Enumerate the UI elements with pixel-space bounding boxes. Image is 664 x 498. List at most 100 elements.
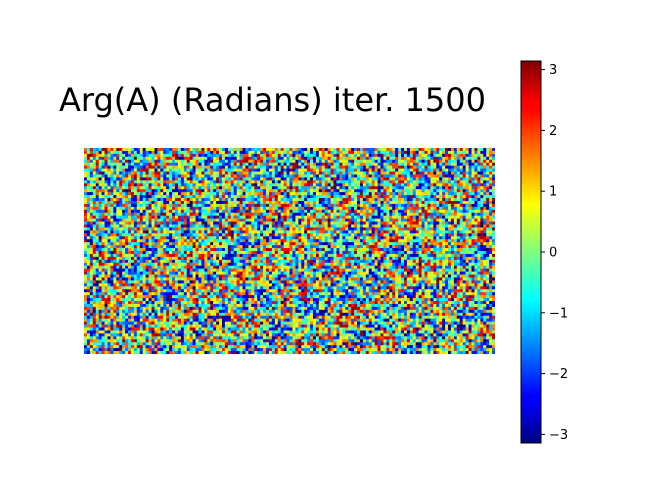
heatmap-cell	[383, 233, 387, 237]
heatmap-cell	[257, 171, 261, 175]
heatmap-cell	[489, 221, 493, 225]
heatmap-cell	[274, 251, 279, 255]
heatmap-cell	[198, 162, 202, 167]
heatmap-cell	[456, 230, 461, 234]
heatmap-cell	[321, 150, 326, 155]
heatmap-cell	[433, 227, 437, 231]
heatmap-cell	[195, 218, 199, 222]
heatmap-cell	[210, 218, 214, 222]
heatmap-cell	[312, 230, 317, 234]
heatmap-cell	[283, 251, 287, 255]
heatmap-cell	[371, 153, 375, 158]
heatmap-cell	[204, 227, 208, 231]
heatmap-cell	[310, 165, 314, 169]
heatmap-cell	[210, 215, 214, 219]
heatmap-cell	[324, 192, 329, 196]
heatmap-cell	[365, 206, 370, 211]
heatmap-cell	[180, 186, 185, 190]
heatmap-cell	[186, 218, 191, 222]
heatmap-cell	[254, 209, 258, 214]
heatmap-cell	[113, 251, 117, 255]
heatmap-cell	[298, 242, 302, 246]
heatmap-cell	[336, 171, 340, 175]
heatmap-cell	[233, 195, 238, 199]
heatmap-cell	[448, 177, 452, 181]
heatmap-cell	[395, 153, 399, 158]
heatmap-cell	[180, 248, 185, 252]
heatmap-cell	[286, 156, 290, 161]
heatmap-cell	[136, 198, 141, 202]
heatmap-cell	[242, 215, 246, 219]
heatmap-cell	[239, 221, 243, 225]
heatmap-cell	[459, 230, 464, 234]
heatmap-cell	[104, 148, 108, 152]
heatmap-cell	[371, 156, 375, 161]
heatmap-cell	[295, 206, 299, 211]
heatmap-cell	[248, 209, 252, 214]
heatmap-cell	[348, 192, 352, 196]
heatmap-cell	[398, 198, 402, 202]
heatmap-cell	[101, 209, 105, 214]
heatmap-cell	[371, 198, 375, 202]
heatmap-cell	[339, 212, 343, 217]
heatmap-cell	[177, 218, 182, 222]
heatmap-cell	[98, 209, 102, 214]
heatmap-cell	[277, 159, 282, 164]
heatmap-cell	[298, 171, 302, 175]
heatmap-cell	[336, 218, 340, 222]
heatmap-cell	[107, 168, 111, 172]
heatmap-cell	[377, 148, 381, 152]
heatmap-cell	[339, 165, 343, 169]
heatmap-cell	[442, 230, 446, 234]
heatmap-cell	[216, 212, 220, 217]
heatmap-cell	[277, 177, 282, 181]
heatmap-cell	[412, 218, 417, 222]
heatmap-cell	[289, 221, 293, 225]
heatmap-cell	[283, 245, 287, 249]
heatmap-cell	[263, 198, 267, 202]
heatmap-cell	[357, 174, 361, 178]
heatmap-cell	[216, 221, 220, 225]
heatmap-cell	[151, 198, 155, 202]
heatmap-cell	[268, 183, 273, 187]
heatmap-cell	[398, 174, 402, 178]
heatmap-cell	[204, 233, 208, 237]
heatmap-cell	[324, 233, 329, 237]
heatmap-cell	[418, 200, 422, 205]
heatmap-cell	[166, 230, 170, 234]
heatmap-cell	[148, 212, 152, 217]
heatmap-cell	[254, 159, 258, 164]
heatmap-cell	[263, 233, 267, 237]
heatmap-cell	[474, 159, 478, 164]
heatmap-cell	[450, 150, 455, 155]
heatmap-cell	[113, 174, 117, 178]
heatmap-cell	[398, 215, 402, 219]
heatmap-cell	[227, 192, 232, 196]
heatmap-cell	[459, 218, 464, 222]
heatmap-cell	[477, 227, 481, 231]
heatmap-cell	[195, 159, 199, 164]
heatmap-cell	[357, 162, 361, 167]
heatmap-cell	[374, 192, 378, 196]
heatmap-cell	[327, 189, 331, 193]
heatmap-cell	[330, 215, 334, 219]
heatmap-cell	[219, 203, 223, 208]
heatmap-cell	[483, 162, 487, 167]
heatmap-cell	[403, 177, 408, 181]
heatmap-cell	[239, 159, 243, 164]
heatmap-cell	[442, 215, 446, 219]
heatmap-cell	[445, 153, 449, 158]
heatmap-cell	[136, 242, 141, 246]
heatmap-cell	[86, 218, 91, 222]
heatmap-cell	[468, 153, 472, 158]
heatmap-cell	[357, 233, 361, 237]
heatmap-cell	[113, 183, 117, 187]
heatmap-cell	[195, 224, 199, 228]
heatmap-cell	[474, 233, 478, 237]
heatmap-cell	[142, 215, 146, 219]
heatmap-cell	[157, 165, 161, 169]
heatmap-cell	[107, 156, 111, 161]
heatmap-cell	[310, 183, 314, 187]
heatmap-cell	[271, 209, 276, 214]
heatmap-cell	[230, 236, 235, 240]
